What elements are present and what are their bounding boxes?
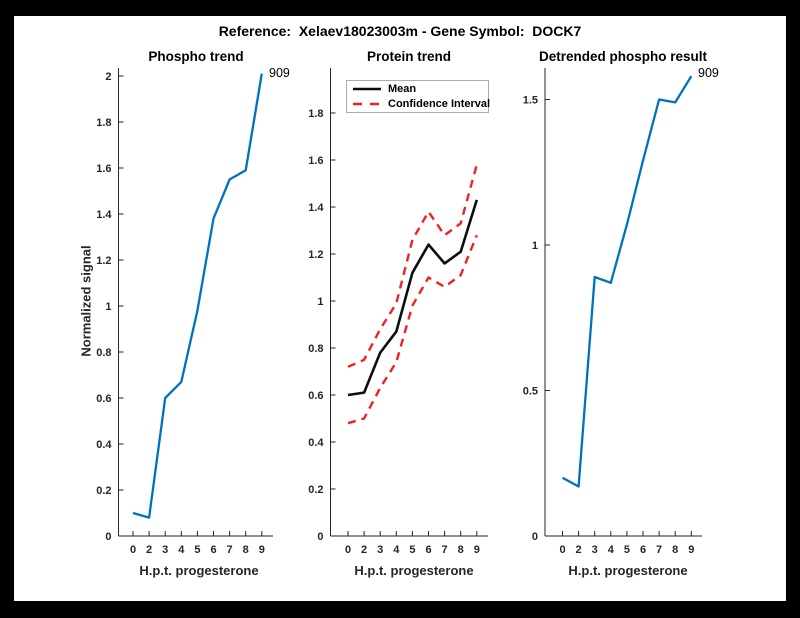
subplot-title-protein: Protein trend <box>366 49 452 64</box>
y-tick-label: 0 <box>532 531 538 543</box>
x-tick-label: 2 <box>361 544 367 556</box>
y-tick-label: 1 <box>532 240 538 252</box>
x-tick-label: 5 <box>194 544 200 556</box>
x-tick-label: 6 <box>425 544 431 556</box>
y-tick-label: 0.2 <box>96 485 111 497</box>
x-axis-label-2: H.p.t. progesterone <box>354 563 474 578</box>
ci-upper-series-line <box>347 164 478 368</box>
y-tick-label: 0.5 <box>523 386 538 398</box>
y-tick-label: 1.8 <box>96 117 111 129</box>
detrended-phospho-series-line <box>561 75 693 488</box>
confidence-interval-line-sample <box>353 102 381 106</box>
y-tick-label: 0.6 <box>96 393 111 405</box>
y-tick-label: 1 <box>105 301 111 313</box>
legend-item-confidence-interval: Confidence Interval <box>353 97 491 112</box>
x-tick-label: 0 <box>130 544 136 556</box>
phospho-series-line <box>132 73 263 519</box>
x-tick-label: 7 <box>442 544 448 556</box>
x-tick-label: 5 <box>624 544 630 556</box>
mean-series-line <box>347 199 479 397</box>
y-tick-label: 1.5 <box>523 95 538 107</box>
y-tick-label: 0 <box>317 531 323 543</box>
x-tick-label: 0 <box>559 544 565 556</box>
y-tick-label: 0.4 <box>308 437 324 449</box>
y-tick-label: 0.8 <box>308 343 323 355</box>
x-tick-label: 4 <box>608 544 615 556</box>
annotation-909-phospho: 909 <box>269 66 290 80</box>
x-tick-label: 2 <box>576 544 582 556</box>
x-tick-label: 2 <box>146 544 152 556</box>
legend-label-mean: Mean <box>388 82 417 95</box>
x-tick-label: 9 <box>688 544 694 556</box>
x-tick-label: 7 <box>656 544 662 556</box>
x-tick-label: 6 <box>640 544 646 556</box>
y-tick-label: 2 <box>105 71 111 83</box>
legend-box: Mean Confidence Interval <box>346 80 491 113</box>
y-tick-label: 0 <box>105 531 111 543</box>
figure-canvas <box>14 16 786 601</box>
figure-title: Reference: Xelaev18023003m - Gene Symbol… <box>218 23 582 39</box>
x-tick-label: 8 <box>458 544 464 556</box>
detrended-phospho-plot: 0 2 3 4 5 6 7 8 900.511.5 <box>523 68 702 556</box>
y-tick-label: 0.6 <box>308 390 323 402</box>
x-axis-label-3: H.p.t. progesterone <box>568 563 688 578</box>
x-tick-label: 0 <box>345 544 351 556</box>
x-tick-label: 9 <box>474 544 480 556</box>
y-tick-label: 1.4 <box>308 202 324 214</box>
y-tick-label: 1.2 <box>96 255 111 267</box>
y-tick-label: 1.6 <box>308 155 323 167</box>
y-tick-label: 0.2 <box>308 484 323 496</box>
legend-label-confidence-interval: Confidence Interval <box>388 98 491 111</box>
x-tick-label: 4 <box>393 544 400 556</box>
mean-line-sample <box>353 87 381 91</box>
y-tick-label: 1 <box>317 296 323 308</box>
x-tick-label: 9 <box>259 544 265 556</box>
x-tick-label: 8 <box>243 544 249 556</box>
x-tick-label: 3 <box>592 544 598 556</box>
ci-lower-series-line <box>347 234 478 425</box>
x-tick-label: 7 <box>227 544 233 556</box>
y-tick-label: 1.2 <box>308 249 323 261</box>
y-axis-label: Normalized signal <box>78 245 94 357</box>
legend-item-mean: Mean <box>353 81 488 96</box>
subplot-title-detrended: Detrended phospho result <box>538 49 708 64</box>
y-tick-label: 1.4 <box>96 209 112 221</box>
x-tick-label: 4 <box>178 544 185 556</box>
x-tick-label: 6 <box>210 544 216 556</box>
subplot-title-phospho: Phospho trend <box>148 49 244 64</box>
y-tick-label: 1.8 <box>308 108 323 120</box>
y-tick-label: 0.4 <box>96 439 112 451</box>
x-tick-label: 3 <box>377 544 383 556</box>
phospho-trend-plot: 0 2 3 4 5 6 7 8 900.20.40.60.811.21.41.61.82 <box>96 68 273 556</box>
x-tick-label: 3 <box>162 544 168 556</box>
y-tick-label: 0.8 <box>96 347 111 359</box>
protein-trend-plot: 0 2 3 4 5 6 7 8 900.20.40.60.811.21.41.61.8 <box>308 68 488 556</box>
x-tick-label: 8 <box>672 544 678 556</box>
y-tick-label: 1.6 <box>96 163 111 175</box>
x-axis-label-1: H.p.t. progesterone <box>139 563 259 578</box>
x-tick-label: 5 <box>409 544 415 556</box>
annotation-909-detrended: 909 <box>698 66 719 80</box>
